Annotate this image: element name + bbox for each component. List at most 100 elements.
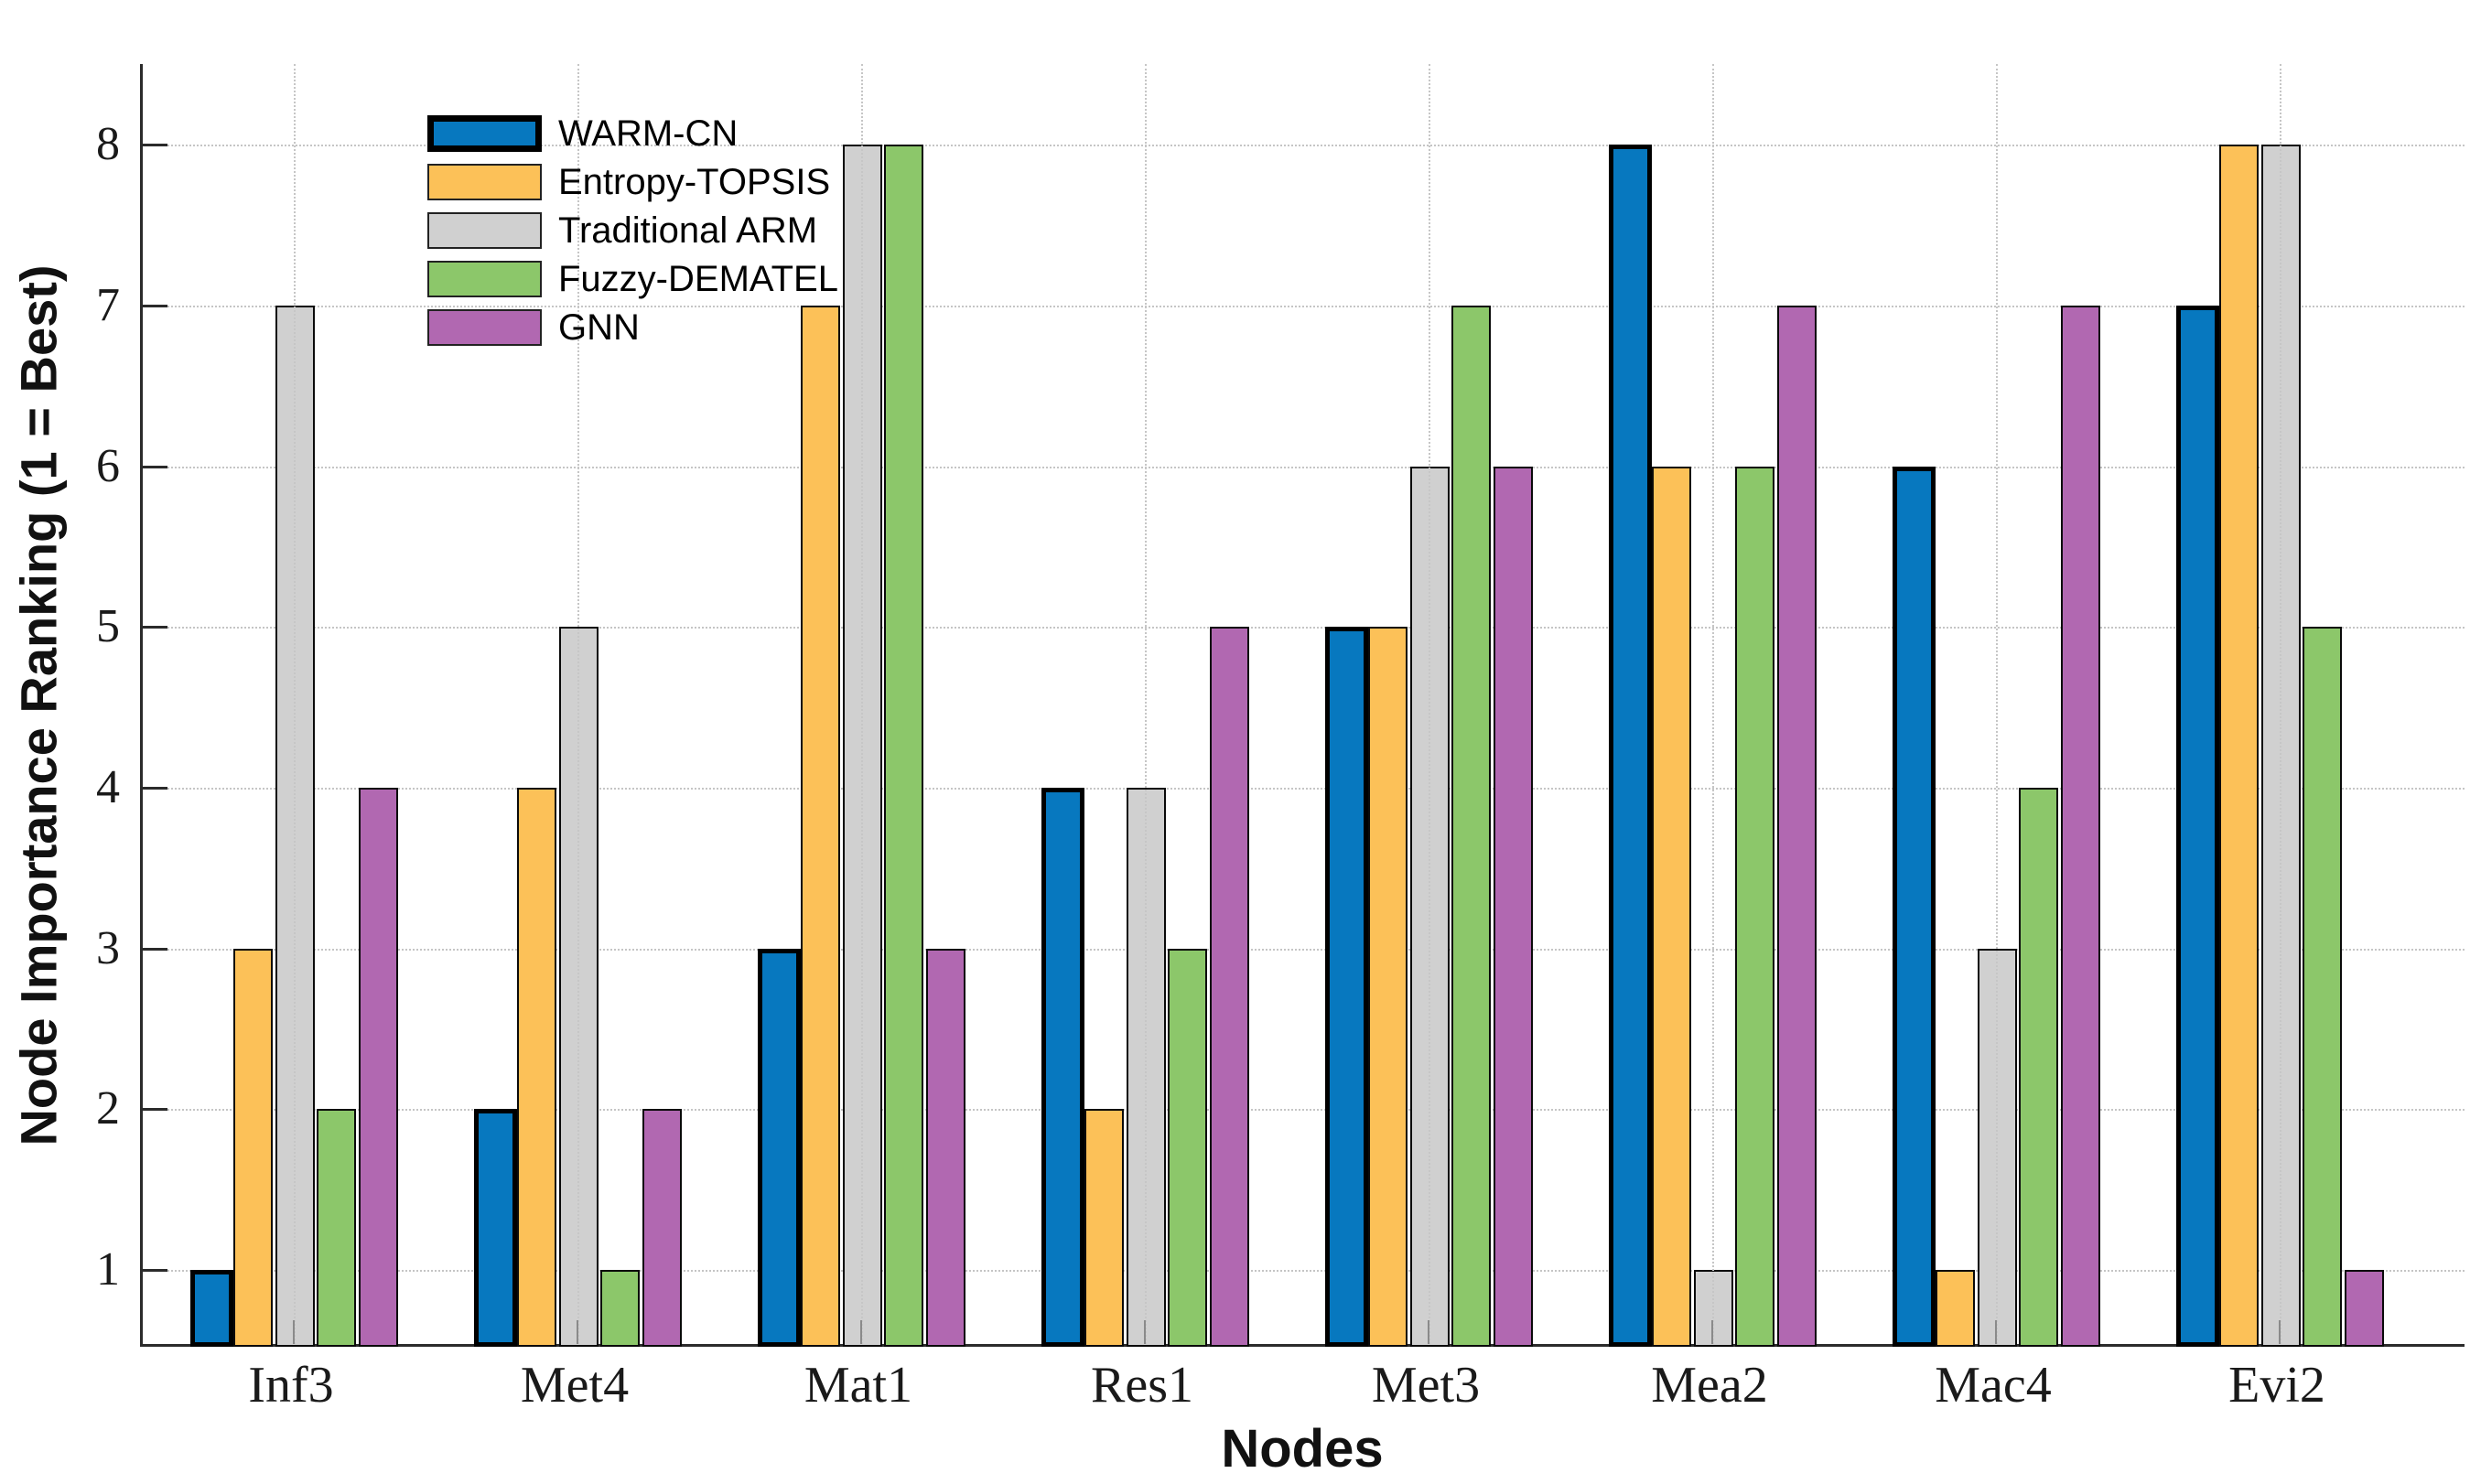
y-tick-label: 6 bbox=[96, 439, 120, 492]
x-tick-mark bbox=[1144, 1320, 1146, 1344]
bar-GNN-Mat1 bbox=[925, 948, 965, 1347]
legend-label: Fuzzy-DEMATEL bbox=[558, 259, 838, 299]
legend-label: Entropy-TOPSIS bbox=[558, 162, 831, 202]
legend-item: Traditional ARM bbox=[427, 212, 838, 249]
y-tick-mark bbox=[143, 1269, 167, 1272]
legend-swatch-Entropy-TOPSIS bbox=[427, 164, 542, 200]
y-tick-mark bbox=[143, 947, 167, 951]
x-tick-label: Mac4 bbox=[1935, 1357, 2052, 1414]
x-tick-label: Inf3 bbox=[248, 1357, 334, 1414]
y-tick-label: 7 bbox=[96, 278, 120, 331]
v-gridline bbox=[1429, 64, 1430, 1344]
plot-area bbox=[140, 64, 2465, 1347]
bar-Fuzzy-DEMATEL-Inf3 bbox=[317, 1109, 356, 1347]
y-tick-mark bbox=[143, 786, 167, 790]
x-tick-mark bbox=[1995, 1320, 1997, 1344]
bar-Entropy-TOPSIS-Met3 bbox=[1368, 627, 1408, 1347]
y-tick-label: 1 bbox=[96, 1243, 120, 1296]
legend-swatch-Fuzzy-DEMATEL bbox=[427, 261, 542, 297]
bar-WARM-CN-Met4 bbox=[473, 1109, 517, 1347]
legend-item: Fuzzy-DEMATEL bbox=[427, 261, 838, 297]
y-tick-label: 5 bbox=[96, 600, 120, 653]
legend: WARM-CN Entropy-TOPSIS Traditional ARM Fuzz… bbox=[427, 115, 838, 358]
x-tick-mark bbox=[860, 1320, 862, 1344]
bar-Entropy-TOPSIS-Mac4 bbox=[1936, 1270, 1975, 1347]
bar-GNN-Mac4 bbox=[2060, 305, 2100, 1347]
h-gridline bbox=[143, 787, 2465, 790]
bar-WARM-CN-Inf3 bbox=[189, 1270, 233, 1347]
legend-label: Traditional ARM bbox=[558, 210, 818, 251]
h-gridline bbox=[143, 948, 2465, 951]
y-tick-label: 8 bbox=[96, 118, 120, 171]
y-axis-title: Node Importance Ranking (1 = Best) bbox=[9, 264, 68, 1146]
v-gridline bbox=[577, 64, 579, 1344]
bar-Entropy-TOPSIS-Res1 bbox=[1084, 1109, 1124, 1347]
x-tick-label: Mat1 bbox=[804, 1357, 913, 1414]
bar-GNN-Met3 bbox=[1493, 466, 1533, 1347]
x-tick-label: Evi2 bbox=[2228, 1357, 2325, 1414]
bar-GNN-Evi2 bbox=[2344, 1270, 2384, 1347]
v-gridline bbox=[294, 64, 296, 1344]
bar-Fuzzy-DEMATEL-Met4 bbox=[600, 1270, 640, 1347]
x-tick-label: Met3 bbox=[1371, 1357, 1481, 1414]
h-gridline bbox=[143, 1109, 2465, 1112]
bar-WARM-CN-Mea2 bbox=[1608, 145, 1652, 1347]
legend-item: WARM-CN bbox=[427, 115, 838, 152]
legend-swatch-GNN bbox=[427, 309, 542, 346]
y-tick-mark bbox=[143, 465, 167, 468]
bar-Entropy-TOPSIS-Evi2 bbox=[2219, 145, 2259, 1347]
bar-Fuzzy-DEMATEL-Mac4 bbox=[2019, 787, 2058, 1347]
v-gridline bbox=[1996, 64, 1998, 1344]
bar-Fuzzy-DEMATEL-Met3 bbox=[1451, 305, 1491, 1347]
v-gridline bbox=[2280, 64, 2281, 1344]
bar-GNN-Inf3 bbox=[358, 787, 398, 1347]
y-tick-mark bbox=[143, 304, 167, 307]
bar-Entropy-TOPSIS-Mea2 bbox=[1652, 466, 1691, 1347]
y-tick-mark bbox=[143, 1108, 167, 1112]
x-tick-mark bbox=[577, 1320, 578, 1344]
bar-WARM-CN-Res1 bbox=[1041, 787, 1084, 1347]
legend-swatch-WARM-CN bbox=[427, 115, 542, 152]
bar-GNN-Res1 bbox=[1209, 627, 1249, 1347]
bar-Fuzzy-DEMATEL-Mea2 bbox=[1735, 466, 1774, 1347]
h-gridline bbox=[143, 305, 2465, 307]
x-tick-label: Met4 bbox=[520, 1357, 630, 1414]
bar-Entropy-TOPSIS-Inf3 bbox=[233, 948, 273, 1347]
bar-WARM-CN-Evi2 bbox=[2175, 305, 2219, 1347]
legend-label: WARM-CN bbox=[558, 113, 739, 154]
legend-item: GNN bbox=[427, 309, 838, 346]
legend-swatch-Traditional ARM bbox=[427, 212, 542, 249]
y-tick-mark bbox=[143, 144, 167, 147]
y-tick-label: 3 bbox=[96, 921, 120, 974]
v-gridline bbox=[861, 64, 863, 1344]
bar-Entropy-TOPSIS-Mat1 bbox=[801, 305, 840, 1347]
v-gridline bbox=[1712, 64, 1714, 1344]
h-gridline bbox=[143, 1270, 2465, 1272]
bar-WARM-CN-Mac4 bbox=[1892, 466, 1936, 1347]
h-gridline bbox=[143, 627, 2465, 629]
x-tick-label: Res1 bbox=[1091, 1357, 1193, 1414]
bar-WARM-CN-Met3 bbox=[1324, 627, 1368, 1347]
legend-label: GNN bbox=[558, 307, 640, 348]
bar-Fuzzy-DEMATEL-Evi2 bbox=[2303, 627, 2342, 1347]
y-tick-mark bbox=[143, 626, 167, 629]
bar-Fuzzy-DEMATEL-Mat1 bbox=[884, 145, 923, 1347]
x-tick-mark bbox=[2279, 1320, 2281, 1344]
legend-item: Entropy-TOPSIS bbox=[427, 164, 838, 200]
v-gridline bbox=[1145, 64, 1147, 1344]
bar-GNN-Met4 bbox=[642, 1109, 682, 1347]
x-tick-label: Mea2 bbox=[1651, 1357, 1768, 1414]
y-tick-label: 2 bbox=[96, 1082, 120, 1135]
x-tick-mark bbox=[1711, 1320, 1713, 1344]
bar-Fuzzy-DEMATEL-Res1 bbox=[1168, 948, 1207, 1347]
x-axis-title: Nodes bbox=[1221, 1419, 1384, 1479]
h-gridline bbox=[143, 145, 2465, 147]
x-tick-mark bbox=[293, 1320, 295, 1344]
x-tick-mark bbox=[1428, 1320, 1429, 1344]
bar-WARM-CN-Mat1 bbox=[757, 948, 801, 1347]
h-gridline bbox=[143, 466, 2465, 468]
bar-Entropy-TOPSIS-Met4 bbox=[517, 787, 556, 1347]
bar-GNN-Mea2 bbox=[1776, 305, 1817, 1347]
y-tick-label: 4 bbox=[96, 760, 120, 813]
